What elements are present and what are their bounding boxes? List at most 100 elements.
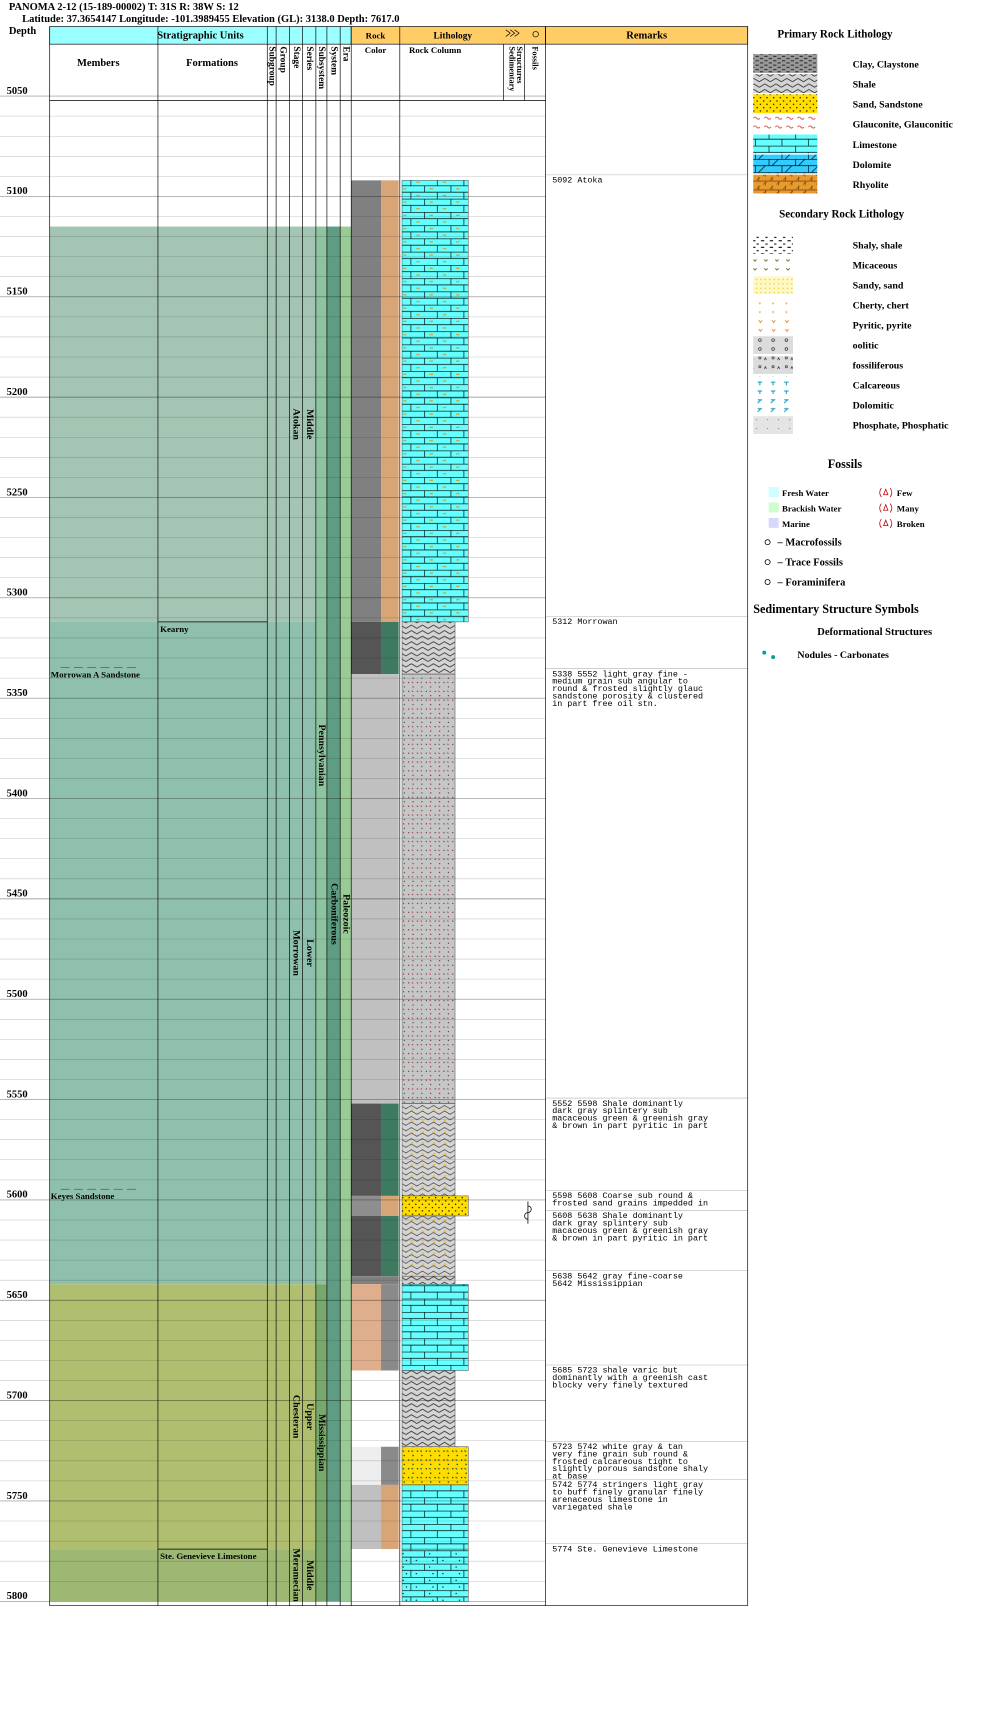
depth-label: 5100 — [7, 186, 28, 197]
system-label: System — [328, 46, 338, 75]
rock-column — [401, 673, 456, 1104]
legend-label: Dolomitic — [853, 400, 895, 411]
remark-text: frosted calcareous tight to — [552, 1457, 688, 1467]
remarks-title: Remarks — [626, 31, 667, 42]
legend-label: Many — [897, 503, 920, 513]
depth-label: 5600 — [7, 1190, 28, 1201]
rock-color — [351, 180, 382, 622]
lithology-title: Lithology — [434, 32, 473, 42]
remark-text: to buff finely granular finely — [552, 1488, 703, 1498]
rock-column — [401, 1484, 469, 1550]
era-band-label: Paleozoic — [340, 894, 351, 934]
legend-label: fossiliferous — [853, 360, 904, 371]
series-band — [49, 226, 316, 622]
fossil-type-icon — [764, 559, 771, 566]
legend-label: Cherty, chert — [853, 300, 910, 311]
legend-title: Fossils — [828, 457, 863, 471]
remark-text: 5723 5742 white gray & tan — [552, 1442, 683, 1452]
legend-label: Pyritic, pyrite — [853, 320, 913, 331]
remark-text: in part free oil stn. — [552, 699, 658, 709]
subsystem-band — [315, 226, 327, 1285]
remark-text: 5774 Ste. Genevieve Limestone — [552, 1544, 698, 1554]
remark-text: macaceous green & greenish gray — [552, 1114, 708, 1124]
formations-label: Formations — [186, 58, 238, 69]
rock-color-secondary — [381, 1284, 399, 1371]
legend-swatch — [753, 174, 818, 194]
rock-column-label: Rock Column — [409, 45, 461, 55]
series-band — [49, 1284, 316, 1550]
rock-column — [401, 1446, 469, 1486]
system-band-label: Carboniferous — [328, 883, 339, 945]
legend-label: Calcareous — [853, 380, 900, 391]
well-location: Latitude: 37.3654147 Longitude: -101.398… — [22, 14, 399, 25]
rock-color — [351, 674, 382, 1104]
rock-column — [401, 1548, 469, 1602]
remark-text: dominantly with a greenish cast — [552, 1373, 708, 1383]
rock-color — [351, 1103, 382, 1196]
legend-swatch — [753, 94, 818, 114]
series-band-label: Upper — [304, 1403, 315, 1431]
legend-label: Limestone — [853, 140, 898, 151]
abundance-icon — [879, 503, 893, 513]
series-band — [49, 1549, 316, 1602]
formation-label: Kearny — [160, 624, 189, 634]
legend-label: – Foraminifera — [777, 577, 847, 588]
remark-text: frosted sand grains impedded in — [552, 1199, 708, 1209]
system-band — [326, 226, 341, 1602]
series-band-label: Lower — [304, 939, 315, 967]
depth-title: Depth — [9, 26, 37, 37]
environment-swatch — [768, 502, 779, 513]
legend-swatch — [753, 336, 793, 354]
legend-swatch — [753, 296, 793, 314]
subsystem-band-label: Pennsylvanian — [316, 724, 327, 786]
rock-color-secondary — [381, 1370, 399, 1447]
nodule-icon — [762, 650, 767, 655]
depth-label: 5450 — [7, 889, 28, 900]
strat-title: Stratigraphic Units — [157, 31, 244, 42]
rock-column — [401, 1195, 469, 1217]
rock-color — [351, 1446, 382, 1485]
remark-text: 5608 5638 Shale dominantly — [552, 1211, 683, 1221]
remark-text: 5638 5642 gray fine-coarse — [552, 1271, 683, 1281]
legend-label: Clay, Claystone — [853, 59, 920, 70]
remark-text: 5312 Morrowan — [552, 617, 617, 627]
series-band-label: Middle — [304, 409, 315, 440]
depth-label: 5750 — [7, 1491, 28, 1502]
depth-label: 5350 — [7, 688, 28, 699]
rock-column — [401, 1215, 456, 1277]
rock-color-secondary — [381, 621, 399, 675]
rock-color-secondary — [381, 1215, 399, 1277]
depth-label: 5400 — [7, 788, 28, 799]
legend-label: Dolomite — [853, 160, 892, 171]
rock-color-label: Rock — [366, 31, 386, 41]
legend-label: Sand, Sandstone — [853, 100, 924, 111]
depth-label: 5650 — [7, 1290, 28, 1301]
legend-swatch — [753, 316, 793, 334]
series-band — [49, 621, 316, 1285]
rock-color-secondary — [381, 1549, 399, 1602]
abundance-icon — [879, 487, 893, 498]
legend-swatch — [753, 236, 793, 255]
legend-label: – Macrofossils — [777, 538, 842, 549]
rock-color-secondary — [381, 674, 399, 1104]
fossil-icon — [532, 31, 539, 38]
remark-text: 5338 5552 light gray fine - — [552, 669, 688, 679]
depth-label: 5200 — [7, 387, 28, 398]
legend-swatch — [753, 74, 818, 93]
rock-color — [351, 1284, 382, 1371]
remark-text: 5642 Mississippian — [552, 1279, 642, 1289]
remark-text: 5552 5598 Shale dominantly — [552, 1099, 683, 1109]
legend-swatch — [753, 256, 793, 274]
legend-title: Sedimentary Structure Symbols — [753, 602, 919, 616]
remark-text: blocky very finely textured — [552, 1381, 688, 1391]
subsystem-band — [315, 1284, 327, 1602]
rock-color-secondary — [381, 1103, 399, 1196]
remark-text: 5092 Atoka — [552, 176, 602, 186]
sed-label: Sedimentary — [507, 46, 516, 92]
legend-label: Few — [897, 488, 913, 498]
legend-title: Secondary Rock Lithology — [779, 209, 905, 221]
series-band-label: Chesteran — [291, 1395, 302, 1439]
depth-label: 5300 — [7, 588, 28, 599]
remark-text: macaceous green & greenish gray — [552, 1226, 708, 1236]
remark-text: round & frosted slightly glauc — [552, 684, 703, 694]
